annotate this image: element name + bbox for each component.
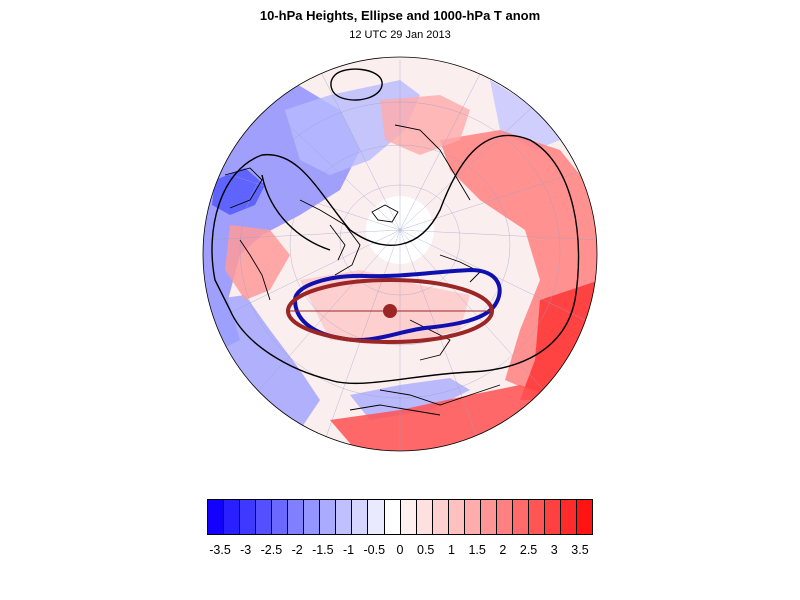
colorbar-tick-label: 3.5 [571, 543, 589, 557]
colorbar-box [400, 500, 417, 534]
colorbar-tick-label: -2 [291, 543, 303, 557]
colorbar-box [480, 500, 497, 534]
colorbar-box [416, 500, 433, 534]
colorbar-box [208, 500, 225, 534]
colorbar-box [432, 500, 449, 534]
height-contour-small [330, 68, 383, 101]
colorbar-tick-label: 2.5 [519, 543, 538, 557]
colorbar-box [577, 500, 593, 534]
height-contours [211, 68, 580, 385]
colorbar-box [496, 500, 513, 534]
colorbar-box [544, 500, 562, 534]
colorbar-box [448, 500, 465, 534]
colorbar-tick-label: -3.5 [209, 543, 231, 557]
ellipse-center-marker [383, 304, 397, 318]
height-contour-outer [211, 134, 580, 385]
colorbar-box [561, 500, 578, 534]
colorbar-tick-label: -0.5 [363, 543, 386, 557]
colorbar-tick-label: 2 [499, 543, 507, 557]
colorbar-box [528, 500, 545, 534]
warm-anomaly-west [225, 225, 290, 300]
colorbar-box [272, 500, 289, 534]
coastlines [224, 124, 501, 416]
colorbar-tick-label: -2.5 [260, 543, 283, 557]
colorbar [207, 499, 593, 535]
colorbar-box [512, 500, 529, 534]
colorbar-tick-label: -1.5 [312, 543, 334, 557]
colorbar-box [304, 500, 321, 534]
colorbar-box [384, 500, 401, 534]
height-contour-inner [261, 174, 331, 251]
colorbar-box [288, 500, 305, 534]
colorbar-box [336, 500, 353, 534]
colorbar-tick-label: 1.5 [468, 543, 486, 557]
colorbar-box [368, 500, 385, 534]
colorbar-box [224, 500, 241, 534]
colorbar-box [320, 500, 337, 534]
colorbar-tick-label: -1 [343, 543, 355, 557]
colorbar-tick-label: 3 [550, 543, 558, 557]
colorbar-box [256, 500, 273, 534]
cold-anomaly-west-strong [212, 168, 265, 215]
colorbar-labels: -3.5 -3 -2.5 -2 -1.5 -1 -0.5 0 0.5 1 1.5 2 2.5 3 3.5 [0, 543, 800, 563]
colorbar-tick-label: -3 [240, 543, 252, 557]
colorbar-box [464, 500, 481, 534]
map-subtitle: 12 UTC 29 Jan 2013 [349, 29, 451, 41]
colorbar-box [240, 500, 257, 534]
map-title: 10-hPa Heights, Ellipse and 1000-hPa T a… [259, 8, 541, 23]
colorbar-tick-label: 1 [447, 543, 455, 557]
colorbar-tick-label: 0 [396, 543, 404, 557]
globe-outline [202, 56, 598, 452]
colorbar-tick-label: 0.5 [417, 543, 435, 557]
warm-anomaly-north [380, 95, 470, 155]
vortex-ellipse [286, 278, 494, 344]
colorbar-box [352, 500, 369, 534]
cold-anomaly-south [350, 378, 470, 420]
